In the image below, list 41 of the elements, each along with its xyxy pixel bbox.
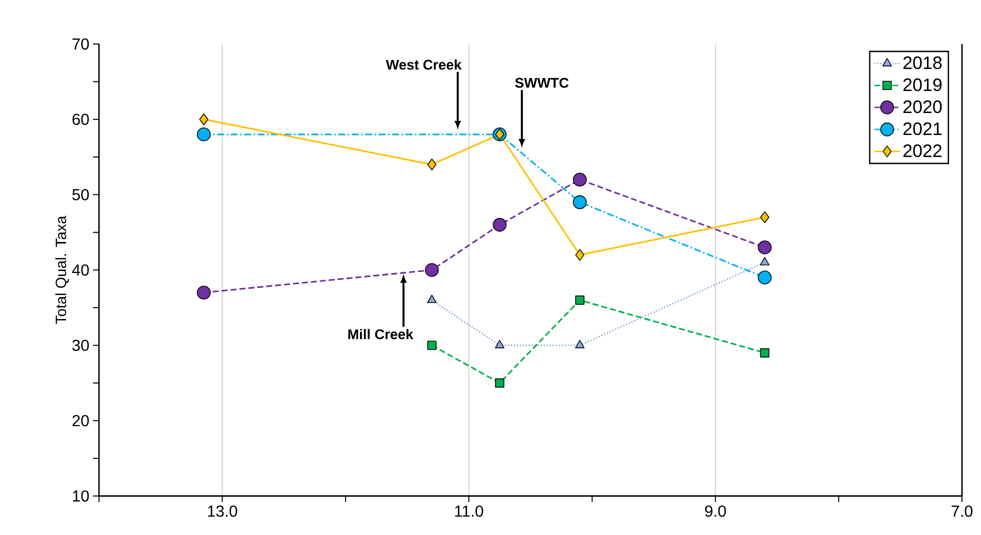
legend-label: 2019 bbox=[903, 78, 942, 92]
x-tick-label: 9.0 bbox=[705, 506, 726, 517]
point bbox=[427, 340, 436, 350]
legend-label: 2022 bbox=[903, 144, 942, 158]
point bbox=[572, 195, 587, 210]
y-tick-label: 20 bbox=[72, 415, 89, 426]
point bbox=[427, 158, 436, 170]
point bbox=[424, 263, 439, 277]
point bbox=[492, 218, 507, 232]
point bbox=[758, 270, 772, 284]
point bbox=[196, 286, 211, 300]
point bbox=[758, 240, 772, 254]
y-tick-label: 10 bbox=[72, 490, 89, 502]
y-tick-label: 40 bbox=[72, 264, 89, 276]
annotation: SWWTC bbox=[515, 78, 569, 88]
point bbox=[760, 348, 770, 358]
legend-label: 2018 bbox=[903, 56, 942, 70]
point bbox=[760, 257, 770, 266]
x-tick-label: 7.0 bbox=[952, 506, 972, 517]
legend-label: 2021 bbox=[903, 122, 942, 136]
point bbox=[572, 172, 587, 186]
point bbox=[495, 128, 504, 140]
y-tick-label: 70 bbox=[72, 38, 89, 50]
point bbox=[196, 128, 211, 142]
point bbox=[199, 113, 208, 126]
annotation: Mill Creek bbox=[348, 328, 414, 340]
point bbox=[575, 296, 584, 305]
x-tick-label: 11.0 bbox=[455, 506, 484, 517]
x-tick-label: 13.0 bbox=[208, 506, 238, 517]
annotation: West Creek bbox=[386, 59, 462, 70]
point bbox=[495, 378, 504, 388]
point bbox=[494, 340, 504, 348]
point bbox=[575, 249, 584, 261]
legend-label: 2020 bbox=[903, 100, 942, 114]
y-tick-label: 30 bbox=[72, 340, 89, 351]
point bbox=[760, 211, 770, 224]
y-axis-title: Total Qual. Taxa bbox=[55, 216, 69, 324]
y-tick-label: 60 bbox=[72, 114, 89, 125]
point bbox=[575, 340, 585, 348]
y-tick-label: 50 bbox=[72, 189, 89, 200]
point bbox=[427, 294, 437, 304]
